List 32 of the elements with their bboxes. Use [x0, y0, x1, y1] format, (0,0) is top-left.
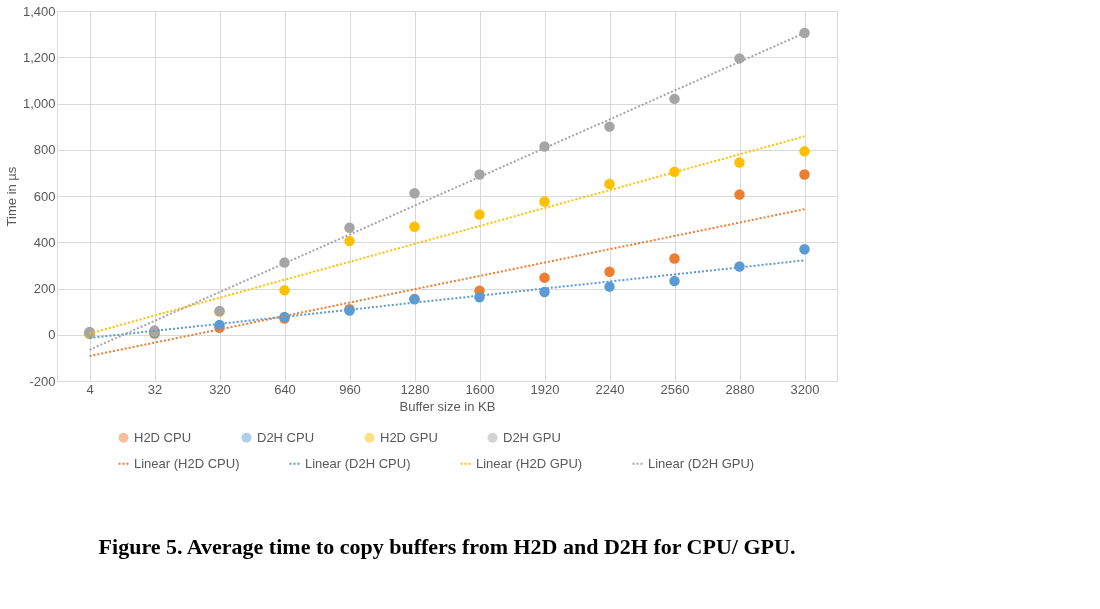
y-tick-label: 1,000 [22, 96, 56, 111]
caption: Figure 5. Average time to copy buffers from H2D and D2H for CPU/ GPU. [98, 534, 796, 559]
x-tick-label: 2880 [725, 381, 755, 397]
x-axis-title: Buffer size in KB [399, 398, 496, 414]
x-tick-label: 1600 [465, 381, 495, 397]
y-tick-label: 1,200 [22, 49, 56, 65]
y-tick-label: 800 [33, 142, 56, 158]
y-tick-label: 400 [33, 234, 56, 250]
y-tick-label: -200 [29, 373, 56, 389]
x-tick-label: 1280 [400, 381, 430, 397]
x-tick-label: 3200 [790, 381, 820, 397]
x-tick-label: 1920 [530, 381, 560, 397]
legend-label: D2H GPU [503, 429, 561, 445]
x-tick-label: 2560 [660, 381, 690, 397]
legend-label: Linear (H2D CPU) [134, 455, 240, 471]
x-tick-label: 2240 [595, 381, 625, 397]
x-tick-label: 960 [339, 381, 361, 397]
x-tick-label: 640 [274, 381, 296, 397]
legend-label: H2D GPU [380, 429, 438, 445]
y-tick-label: 1,400 [22, 3, 56, 19]
legend-label: Linear (D2H CPU) [305, 455, 411, 471]
legend-label: Linear (H2D GPU) [476, 455, 583, 471]
x-tick-label: 320 [209, 381, 231, 397]
y-tick-label: 0 [48, 327, 56, 343]
y-tick-label: 600 [33, 188, 56, 204]
legend-label: Linear (D2H GPU) [648, 455, 755, 471]
y-tick-label: 200 [33, 281, 56, 296]
legend-label: D2H CPU [257, 429, 315, 445]
x-tick-label: 4 [86, 381, 94, 397]
y-axis-title: Time in µs [3, 166, 19, 227]
legend-label: H2D CPU [134, 429, 192, 445]
x-tick-label: 32 [147, 381, 163, 397]
